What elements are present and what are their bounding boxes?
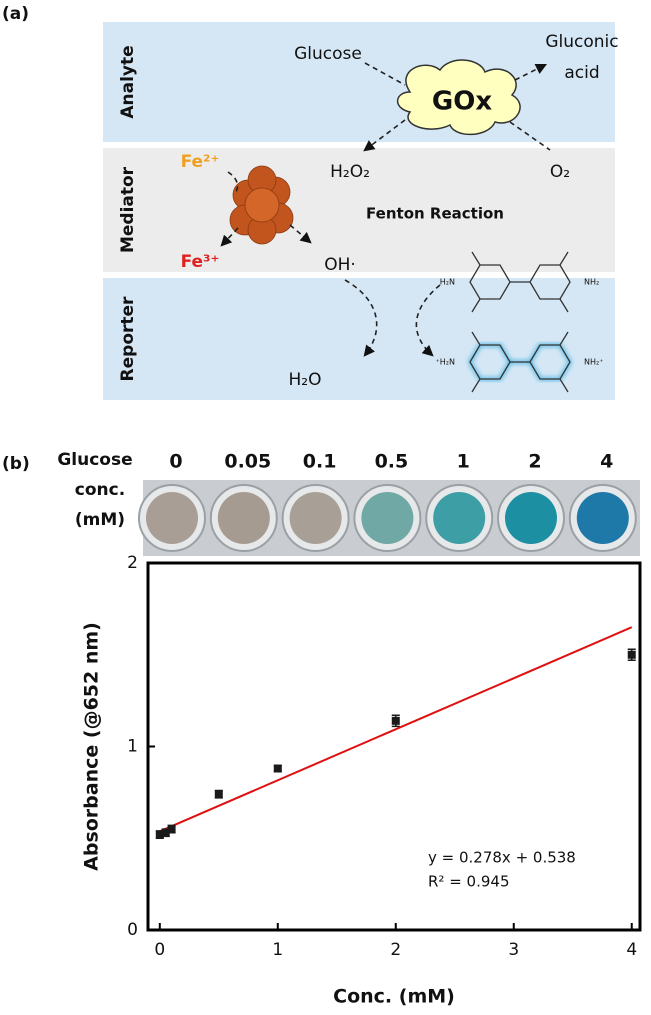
label: (mM)	[75, 510, 125, 530]
band	[103, 22, 615, 142]
label: Fe²⁺	[181, 152, 220, 172]
x-axis-label: Conc. (mM)	[333, 986, 455, 1008]
point	[161, 828, 170, 837]
x-tick-label: 1	[272, 940, 283, 960]
y-axis-label: Absorbance (@652 nm)	[81, 622, 103, 871]
nanoparticle	[229, 165, 294, 245]
label: Fe³⁺	[181, 252, 220, 272]
arrow	[289, 224, 312, 244]
well-liquid	[217, 492, 270, 544]
point	[214, 790, 223, 799]
point	[627, 650, 636, 659]
enzyme-cloud	[396, 59, 521, 136]
label: Gluconic	[545, 32, 618, 52]
band	[103, 148, 615, 272]
label: NH₂	[584, 278, 599, 287]
label: H₂O	[289, 370, 322, 390]
arrow	[344, 279, 378, 357]
label: OH·	[324, 255, 356, 275]
point	[273, 764, 282, 773]
annotation: R² = 0.945	[428, 873, 509, 891]
label: GOx	[432, 87, 492, 117]
x-tick-label: 0	[154, 940, 165, 960]
label: Glucose	[57, 450, 132, 470]
panel-a: (a) Analyte Mediator Reporter Glucose Gl…	[2, 4, 619, 400]
arrow	[364, 62, 406, 86]
molecule: H₂N NH₂	[440, 251, 599, 313]
well-label: 4	[600, 451, 613, 473]
well-label: 0.1	[303, 451, 337, 473]
arrow	[220, 227, 239, 247]
point	[167, 825, 176, 834]
label: conc.	[75, 480, 125, 500]
well-label: 0	[169, 451, 182, 473]
label: H₂N	[440, 278, 455, 287]
well-liquid	[505, 492, 557, 544]
panel-label: (b)	[2, 454, 30, 474]
arrow	[227, 171, 239, 193]
well-liquid	[146, 492, 198, 544]
x-tick-label: 3	[508, 940, 519, 960]
point	[155, 830, 164, 839]
well-label: 2	[528, 451, 541, 473]
y-tick-label: 0	[127, 920, 138, 940]
well-liquid	[433, 492, 486, 544]
molecule-oxidized: ⁺H₂N NH₂⁺	[436, 331, 603, 393]
well-label: 1	[457, 451, 470, 473]
band	[103, 278, 615, 400]
label: H₂O₂	[330, 162, 370, 182]
well-liquid	[289, 492, 342, 544]
well-label: 0.05	[224, 451, 271, 473]
annotation: y = 0.278x + 0.538	[428, 849, 576, 867]
arrow	[514, 63, 548, 81]
label: acid	[564, 63, 599, 83]
label: NH₂⁺	[584, 358, 603, 367]
y-tick-label: 1	[127, 737, 138, 757]
band-label: Reporter	[118, 296, 138, 382]
well-liquid	[361, 492, 414, 544]
plot-frame	[146, 561, 642, 932]
fit-line	[159, 626, 633, 833]
well-liquid	[576, 492, 629, 544]
label: ⁺H₂N	[436, 358, 455, 367]
band-label: Mediator	[118, 166, 138, 253]
arrow	[509, 121, 551, 151]
y-tick-label: 2	[127, 553, 138, 573]
panel-label: (a)	[2, 4, 29, 24]
arrow	[415, 284, 441, 357]
x-tick-label: 2	[390, 940, 401, 960]
band-label: Analyte	[118, 45, 138, 118]
well-label: 0.5	[375, 451, 409, 473]
label: Glucose	[294, 44, 362, 64]
label: O₂	[550, 162, 570, 182]
label: Fenton Reaction	[366, 205, 504, 223]
x-tick-label: 4	[626, 940, 637, 960]
point	[391, 716, 400, 725]
